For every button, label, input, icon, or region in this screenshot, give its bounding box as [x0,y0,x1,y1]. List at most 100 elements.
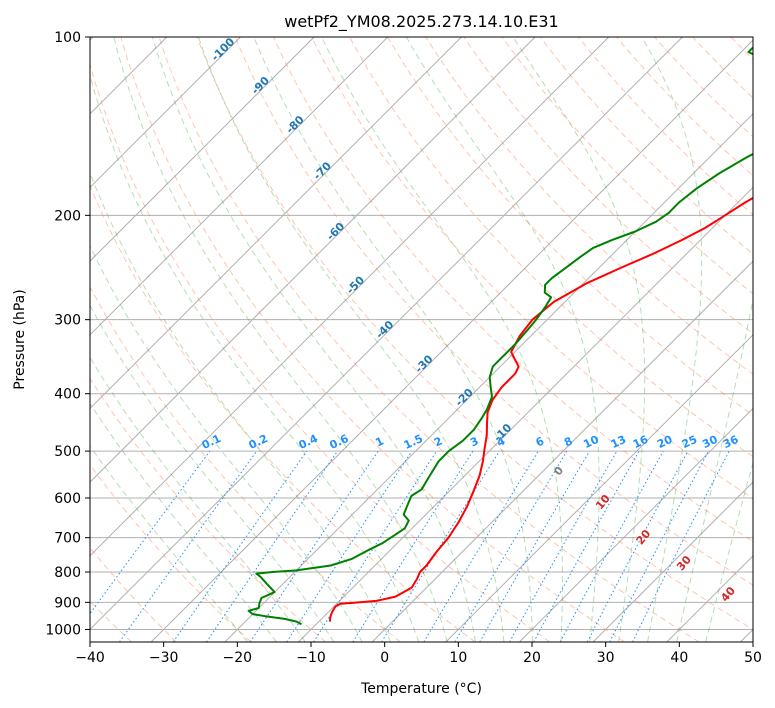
mixing-ratio-line [172,450,308,642]
mixing-ratio-line [559,450,664,642]
x-tick-label: 0 [380,650,389,666]
mixing-ratio-line [632,450,730,642]
dry-adiabat-line [387,37,753,416]
y-tick-label: 1000 [45,622,81,638]
moist-adiabat-line [90,244,363,642]
moist-adiabat-line [90,304,335,642]
dry-adiabat-line [578,37,753,216]
mixing-ratio-label: 10 [581,433,601,451]
y-tick-label: 400 [54,387,81,403]
dry-adiabat-line [90,285,401,642]
isotherm-line [224,113,753,642]
dry-adiabat-line [196,37,753,630]
y-tick-label: 100 [54,30,81,46]
moist-adiabat-line [90,356,306,642]
dry-adiabat-line [769,37,775,642]
isotherm-line [592,481,753,642]
x-tick-label: 50 [744,650,762,666]
mixing-ratio-label: 0.6 [327,432,350,452]
dry-adiabat-line [692,37,753,99]
y-tick-label: 200 [54,208,81,224]
mixing-ratio-label: 1 [373,434,385,449]
isotherm-line [519,407,753,642]
dry-adiabat-line [539,37,753,255]
isotherm-line [90,37,389,336]
dry-adiabat-line [90,184,476,642]
mixing-ratio-line [286,450,413,642]
x-tick-label: 10 [449,650,467,666]
mixing-ratio-label: 13 [609,433,628,451]
mixing-ratio-label: 0.4 [297,432,320,452]
mixing-ratio-line [205,450,338,642]
moist-adiabat-line [512,37,646,642]
x-tick-label: −40 [75,650,105,666]
isotherm-line [90,37,241,189]
mixing-ratio-label: 6 [534,434,547,449]
x-tick-label: 30 [597,650,615,666]
moist-adiabat-line [90,402,277,642]
mixing-ratio-label: 30 [700,433,720,451]
mixing-ratio-label: 2 [432,434,444,449]
mixing-ratio-line [509,450,618,642]
dry-adiabat-line [158,37,700,642]
dry-adiabat-line [272,37,753,543]
isotherm-label: -40 [373,318,396,341]
y-tick-label: 300 [54,313,81,329]
dry-adiabat-line [501,37,753,295]
dry-adiabat-line [234,37,753,586]
moist-adiabat-label: 30 [674,553,694,573]
mixing-ratio-line [249,450,379,642]
axes-layer: −40 −30 −20 −10 0 10 20 30 40 5010020030040050060… [45,30,762,666]
moist-adiabat-label: 20 [634,527,654,547]
moist-adiabat-line [90,445,249,642]
y-tick-label: 700 [54,531,81,547]
x-axis-label: Temperature (°C) [360,681,482,697]
dry-adiabat-line [120,37,625,642]
moist-adiabat-line [676,296,753,642]
isotherm-line [90,37,536,483]
mixing-ratio-line [352,450,474,642]
mixing-ratio-label: 16 [631,433,651,451]
chart-title: wetPf2_YM08.2025.273.14.10.E31 [284,12,558,32]
mixing-ratio-line [533,450,640,642]
theta-line [0,37,12,642]
isotherm-line [371,260,753,642]
isotherm-label: -70 [311,159,334,182]
grid-layer [0,37,775,642]
isotherm-label: -90 [249,74,272,97]
y-tick-label: 600 [54,491,81,507]
plot-frame [89,36,754,643]
isotherm-line [90,37,315,262]
moist-adiabat-line [152,37,476,642]
x-tick-label: −30 [149,650,179,666]
moist-adiabat-label: 10 [593,492,613,512]
series-layer [247,46,753,626]
y-tick-label: 800 [54,565,81,581]
dry-adiabat-line [90,62,551,642]
moist-adiabat-line [113,37,448,642]
mixing-ratio-label: 20 [655,433,675,451]
x-tick-label: 40 [670,650,688,666]
isotherm-line [298,186,753,642]
dry-adiabat-line [463,37,753,335]
dry-adiabat-line [654,37,753,138]
isotherm-line [445,334,753,642]
isotherm-line [90,37,683,631]
mixing-ratio-line [90,450,211,615]
x-tick-label: −10 [296,650,326,666]
moist-adiabat-line [90,171,392,642]
moist-adiabat-line [641,37,703,642]
x-tick-label: −20 [223,650,253,666]
y-tick-label: 500 [54,444,81,460]
isotherm-line [90,37,610,557]
dry-adiabat-line [90,377,327,642]
isotherm-label: -80 [283,113,306,136]
isotherm-label: -60 [324,220,347,243]
isotherm-line [150,39,753,642]
mixing-ratio-line [313,450,438,642]
x-tick-label: 20 [523,650,541,666]
theta-line [0,37,72,642]
moist-adiabat-label: 0 [551,464,566,478]
moist-adiabat-line [405,37,600,642]
